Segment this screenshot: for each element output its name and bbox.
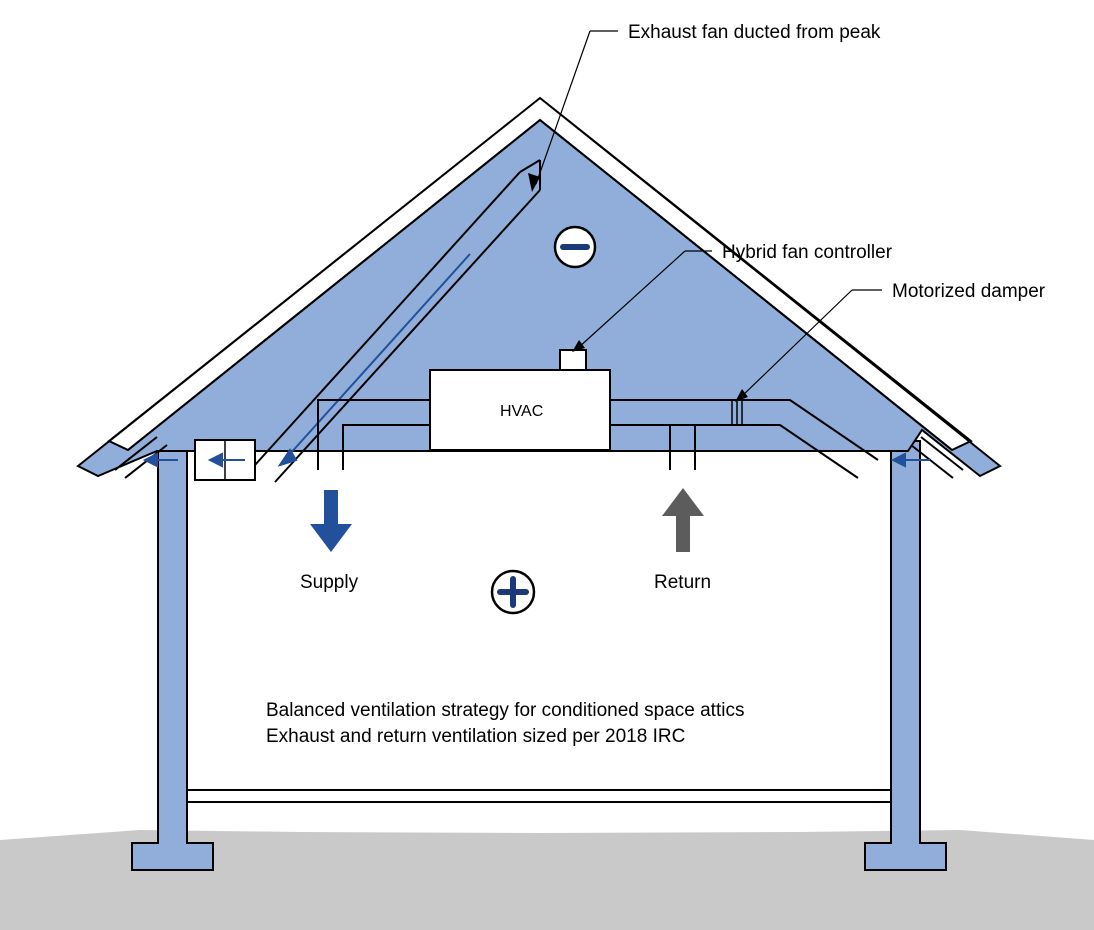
minus-symbol bbox=[555, 227, 595, 267]
supply-arrow-icon bbox=[310, 490, 352, 552]
caption-line1: Balanced ventilation strategy for condit… bbox=[266, 700, 744, 721]
hybrid-fan-controller bbox=[560, 350, 586, 370]
callout-damper-text: Motorized damper bbox=[892, 281, 1046, 302]
caption-line2: Exhaust and return ventilation sized per… bbox=[266, 726, 685, 747]
callout-controller-text: Hybrid fan controller bbox=[722, 242, 893, 263]
floor-slab bbox=[187, 790, 891, 802]
hvac-label: HVAC bbox=[500, 403, 543, 420]
return-label: Return bbox=[654, 572, 711, 593]
right-wall bbox=[865, 441, 946, 870]
plus-symbol bbox=[492, 571, 534, 613]
return-arrow-icon bbox=[662, 488, 704, 552]
supply-label: Supply bbox=[300, 572, 359, 593]
left-wall bbox=[132, 441, 213, 870]
callout-exhaust-text: Exhaust fan ducted from peak bbox=[628, 22, 881, 43]
